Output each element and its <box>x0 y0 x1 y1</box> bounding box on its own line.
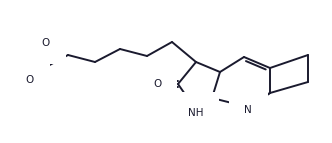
Text: N: N <box>244 105 252 115</box>
Text: O: O <box>153 79 161 89</box>
Text: NH: NH <box>188 108 204 118</box>
Text: O: O <box>26 75 34 85</box>
Text: O: O <box>42 38 50 48</box>
